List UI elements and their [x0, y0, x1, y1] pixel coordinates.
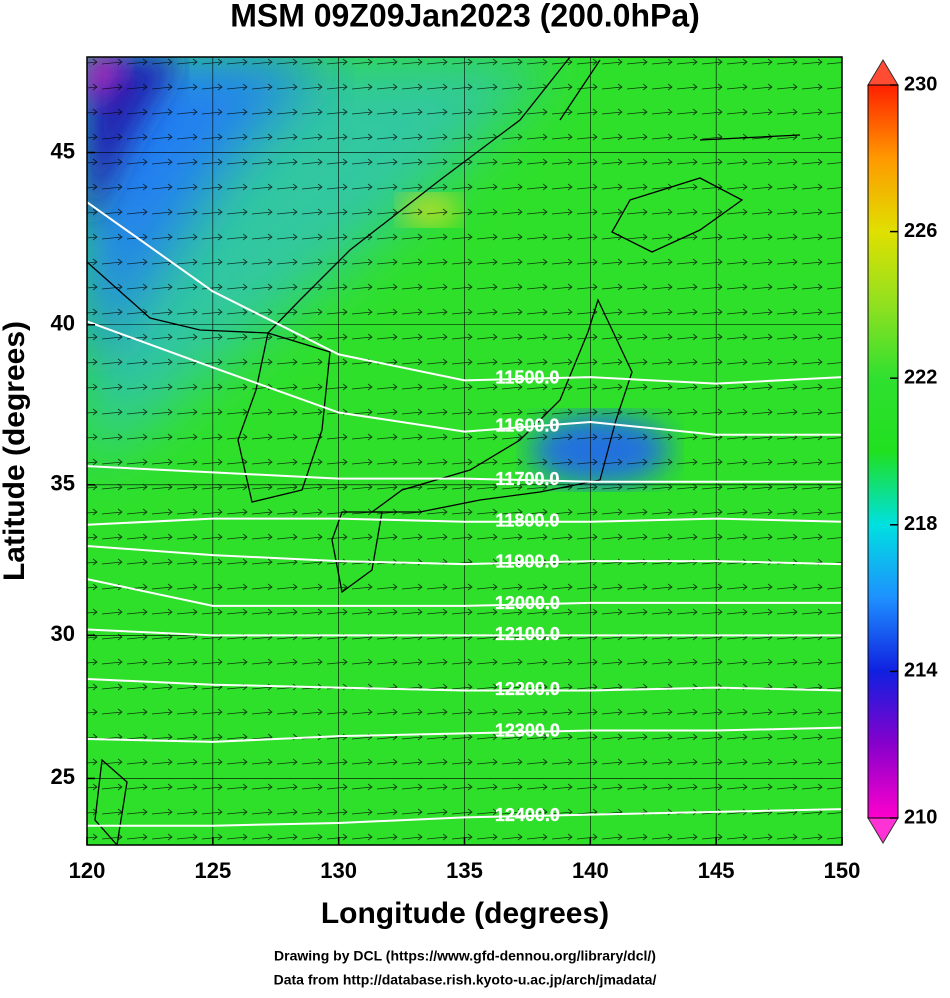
colorbar-tick-label: 222: [904, 366, 937, 388]
y-tick-label: 45: [51, 138, 75, 163]
x-tick-label: 145: [698, 858, 735, 883]
x-tick-label: 130: [320, 858, 357, 883]
contour-line: [87, 320, 842, 436]
colorbar: [867, 84, 899, 819]
credit: Data from http://database.rish.kyoto-u.a…: [274, 972, 657, 988]
credit: Drawing by DCL (https://www.gfd-dennou.o…: [274, 948, 656, 964]
colorbar-tick-label: 210: [904, 806, 937, 828]
x-tick-label: 150: [824, 858, 861, 883]
overlay: 11500.0 11600.0 11700.0 11800.0 11900.0 12000…: [87, 57, 842, 845]
coastline: [94, 758, 128, 845]
contour-line: [87, 628, 842, 637]
colorbar-tick-label: 230: [904, 73, 937, 95]
contour-line: [87, 726, 842, 743]
chart-title: MSM 09Z09Jan2023 (200.0hPa): [230, 0, 700, 33]
y-axis-label: Latitude (degrees): [0, 321, 31, 581]
coastlines: [87, 57, 801, 845]
coastline: [87, 57, 571, 334]
contour-line: [87, 465, 842, 483]
x-tick-label: 140: [572, 858, 609, 883]
contour-line: [87, 808, 842, 827]
contour-label: 12000.0: [495, 593, 560, 613]
coastline: [559, 59, 801, 141]
x-axis-label: Longitude (degrees): [321, 897, 609, 930]
coastline: [237, 332, 331, 503]
y-tick-label: 40: [51, 311, 75, 336]
x-tick-label: 120: [69, 858, 106, 883]
contour-line: [87, 677, 842, 692]
coastline: [611, 177, 744, 253]
colorbar-tick-label: 214: [904, 660, 938, 682]
contour-label: 12200.0: [495, 679, 560, 699]
contour-label: 12100.0: [495, 624, 560, 644]
contour-line: [87, 517, 842, 526]
contour-label: 12300.0: [495, 721, 560, 741]
contour-label: 11700.0: [495, 469, 559, 489]
contour-label: 11900.0: [495, 551, 559, 571]
contour-line: [87, 545, 842, 566]
x-tick-label: 135: [446, 858, 483, 883]
x-tick-label: 125: [194, 858, 231, 883]
y-tick-label: 25: [51, 764, 75, 789]
contour-label: 11800.0: [495, 510, 559, 530]
contour-line: [87, 201, 842, 385]
contour-label: 12400.0: [495, 805, 560, 825]
y-tick-label: 30: [51, 621, 75, 646]
colorbar-extend-high: [867, 59, 899, 86]
contour-label: 11500.0: [495, 368, 559, 388]
coastline: [370, 298, 633, 513]
coastline: [331, 511, 383, 594]
contour-line: [87, 578, 842, 607]
y-tick-label: 35: [51, 471, 75, 496]
colorbar-tick-label: 226: [904, 220, 937, 242]
colorbar-tick-label: 218: [904, 513, 937, 535]
colorbar-extend-low: [867, 817, 899, 844]
contour-label: 11600.0: [495, 416, 559, 436]
